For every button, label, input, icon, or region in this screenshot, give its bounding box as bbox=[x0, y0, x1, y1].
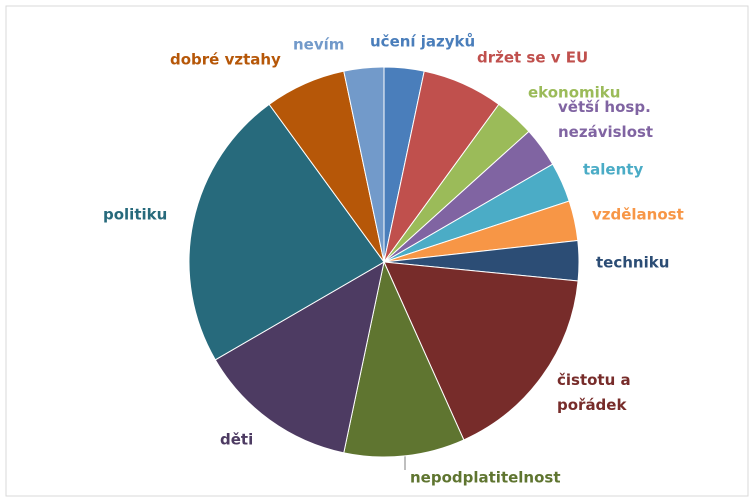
slice-label: techniku bbox=[596, 254, 669, 272]
slice-label: větší hosp. nezávislost bbox=[558, 98, 653, 141]
slice-label: držet se v EU bbox=[477, 49, 588, 67]
slice-label: dobré vztahy bbox=[170, 51, 281, 69]
pie-slice bbox=[188, 103, 385, 361]
slice-label: učení jazyků bbox=[370, 33, 475, 51]
pie-slice bbox=[343, 66, 385, 263]
slice-label: vzdělanost bbox=[592, 206, 684, 224]
pie-slice bbox=[214, 261, 385, 454]
pie-slice bbox=[383, 261, 579, 441]
slice-label: talenty bbox=[583, 161, 643, 179]
slice-label: čistotu a pořádek bbox=[557, 371, 631, 414]
slice-label: politiku bbox=[103, 206, 167, 224]
slice-label: nepodplatitelnost bbox=[410, 469, 561, 487]
slice-label: ekonomiku bbox=[528, 84, 620, 102]
slice-label: děti bbox=[220, 431, 253, 449]
slice-label: nevím bbox=[293, 36, 344, 54]
